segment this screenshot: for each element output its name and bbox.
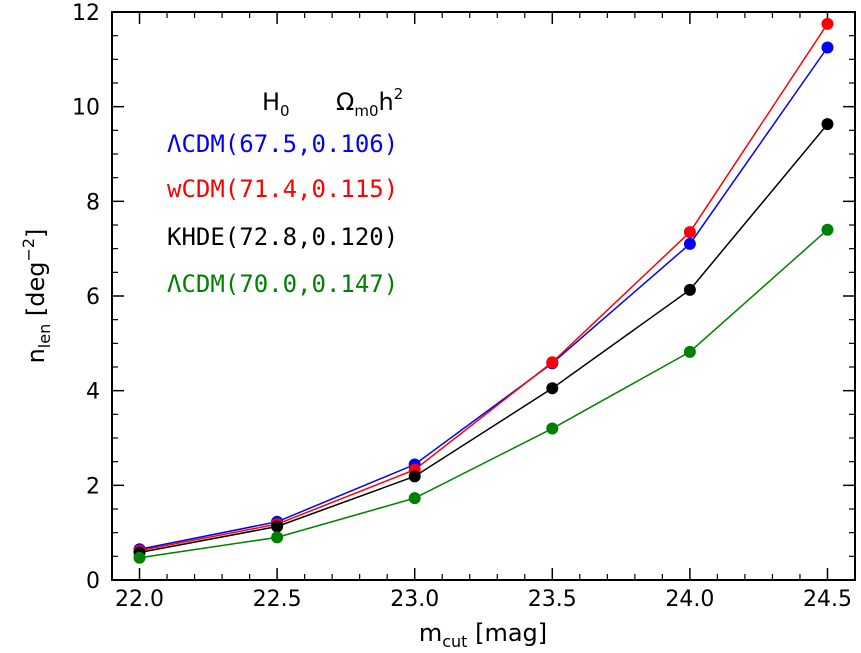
series-line	[139, 123, 829, 554]
legend-header-omega: Ωm0h2	[336, 85, 403, 120]
legend: H0 Ωm0h2 ΛCDM(67.5,0.106) wCDM(71.4,0.11…	[167, 85, 403, 298]
x-tick-label: 24.0	[665, 587, 714, 612]
data-point	[683, 345, 696, 358]
x-tick-label: 22.0	[115, 587, 164, 612]
data-point	[821, 17, 834, 30]
legend-entry-lcdm-70: ΛCDM(70.0,0.147)	[167, 270, 398, 298]
series-3	[133, 223, 834, 564]
tick-labels: 22.0 22.5 23.0 23.5 24.0 24.5 0 2 4 6 8 10 12	[72, 1, 852, 612]
legend-header-h0: H0	[262, 88, 290, 120]
data-point	[821, 223, 834, 236]
data-point	[546, 422, 559, 435]
series-line	[139, 23, 829, 552]
series-0	[133, 41, 834, 556]
data-point	[821, 41, 834, 54]
data-point	[546, 356, 559, 369]
series-2	[133, 118, 834, 559]
legend-entry-khde: KHDE(72.8,0.120)	[167, 223, 398, 251]
y-axis-title: nlen [deg−2]	[19, 229, 54, 364]
data-point	[271, 531, 284, 544]
y-tick-label: 2	[86, 474, 100, 499]
x-tick-label: 23.5	[528, 587, 577, 612]
y-tick-label: 10	[72, 96, 100, 121]
legend-entry-wcdm: wCDM(71.4,0.115)	[167, 175, 398, 203]
series-layer	[133, 17, 834, 564]
data-point	[271, 520, 284, 533]
data-point	[683, 237, 696, 250]
y-tick-label: 12	[72, 1, 100, 26]
data-point	[133, 551, 146, 564]
data-point	[408, 492, 421, 505]
legend-entry-lcdm-67: ΛCDM(67.5,0.106)	[167, 130, 398, 158]
data-point	[408, 470, 421, 483]
y-tick-label: 0	[86, 569, 100, 594]
series-line	[139, 229, 828, 559]
data-point	[821, 118, 834, 131]
y-tick-label: 4	[86, 380, 100, 405]
data-point	[546, 382, 559, 395]
x-tick-label: 24.5	[803, 587, 852, 612]
x-tick-label: 22.5	[253, 587, 302, 612]
axis-ticks	[112, 11, 855, 581]
data-point	[683, 283, 696, 296]
data-point	[683, 226, 696, 239]
y-tick-label: 6	[86, 285, 100, 310]
x-tick-label: 23.0	[390, 587, 439, 612]
series-line	[139, 47, 829, 550]
y-tick-label: 8	[86, 190, 100, 215]
x-axis-title: mcut [mag]	[419, 619, 547, 651]
